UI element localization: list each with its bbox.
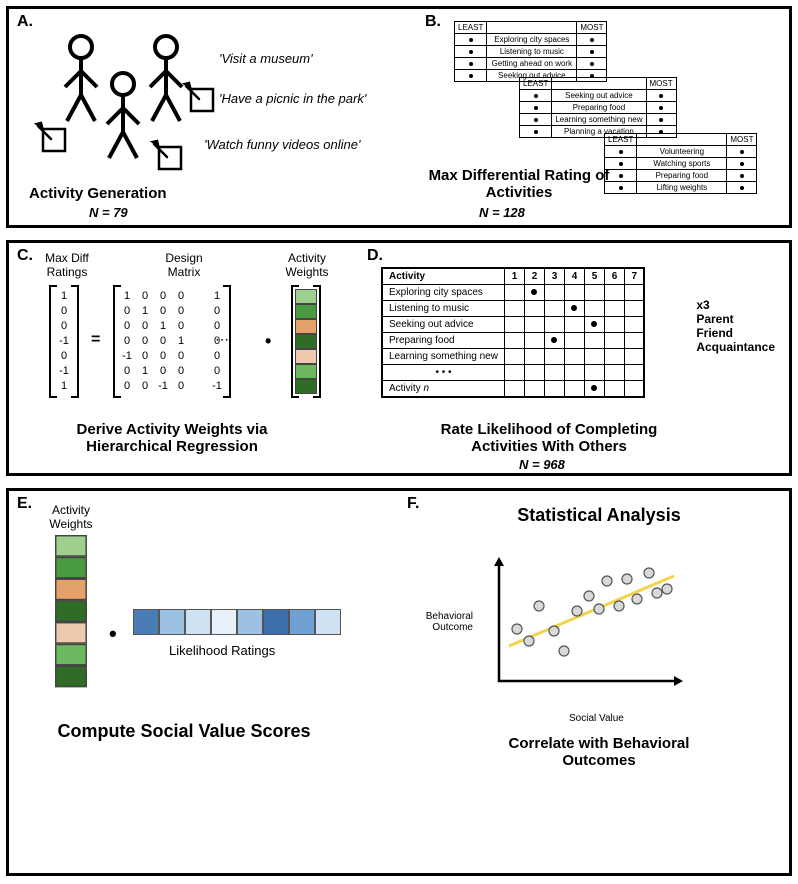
panel-f-title: Statistical Analysis bbox=[509, 505, 689, 526]
dot-op-c: • bbox=[265, 331, 271, 352]
side-label: x3 Parent Friend Acquaintance bbox=[696, 298, 775, 354]
panel-letter-f: F. bbox=[407, 495, 419, 513]
panel-c-title: Derive Activity Weights via Hierarchical… bbox=[47, 421, 297, 455]
panel-f-subtitle: Correlate with Behavioral Outcomes bbox=[479, 735, 719, 769]
likert-table: Activity1234567Exploring city spacesList… bbox=[381, 267, 645, 398]
xlabel: Social Value bbox=[569, 713, 624, 724]
panel-b-n: N = 128 bbox=[479, 205, 525, 220]
label-ratings: Max Diff Ratings bbox=[37, 251, 97, 279]
weight-vector-e bbox=[55, 535, 77, 640]
ellipsis: ⋯ bbox=[215, 331, 229, 348]
panel-d-title: Rate Likelihood of Completing Activities… bbox=[409, 421, 689, 455]
panel-b-title: Max Differential Rating of Activities bbox=[414, 167, 624, 201]
weights-label-e: Activity Weights bbox=[43, 503, 99, 531]
panel-ef: E. Activity Weights • Likelihood Ratings… bbox=[6, 488, 792, 876]
panel-letter-b: B. bbox=[425, 13, 441, 31]
ylabel: Behavioral Outcome bbox=[423, 611, 473, 633]
panel-e-title: Compute Social Value Scores bbox=[49, 721, 319, 742]
ratings-row bbox=[133, 609, 341, 635]
scatter-plot bbox=[469, 551, 729, 711]
dot-op-e: • bbox=[109, 621, 117, 647]
panel-letter-e: E. bbox=[17, 495, 32, 513]
panel-a-title: Activity Generation bbox=[29, 185, 229, 202]
panel-letter-d: D. bbox=[367, 247, 383, 265]
weight-vector-c bbox=[291, 285, 321, 398]
panel-ab: A. bbox=[6, 6, 792, 228]
quote-2: 'Have a picnic in the park' bbox=[219, 91, 366, 106]
design-matrix: 10001010000010000010-100000100000-10-1 bbox=[113, 285, 231, 398]
ratings-vector: 100-10-11 bbox=[49, 285, 79, 398]
quote-1: 'Visit a museum' bbox=[219, 51, 313, 66]
label-weights: Activity Weights bbox=[279, 251, 335, 279]
eq-sign: = bbox=[91, 331, 100, 349]
ratings-label-e: Likelihood Ratings bbox=[169, 643, 275, 658]
panel-cd: C. Max Diff Ratings Design Matrix Activi… bbox=[6, 240, 792, 476]
label-design: Design Matrix bbox=[149, 251, 219, 279]
panel-letter-c: C. bbox=[17, 247, 33, 265]
panel-d-n: N = 968 bbox=[519, 457, 565, 472]
quote-3: 'Watch funny videos online' bbox=[204, 137, 360, 152]
panel-a-n: N = 79 bbox=[89, 205, 128, 220]
page: A. bbox=[0, 0, 798, 884]
